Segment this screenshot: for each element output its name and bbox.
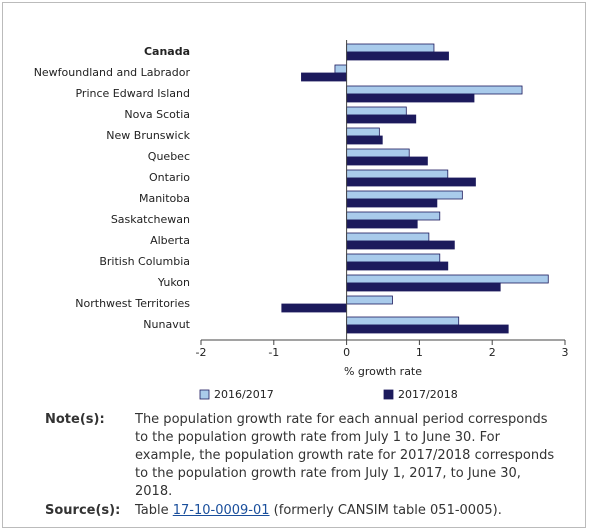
bar	[346, 240, 455, 250]
category-label: Saskatchewan	[111, 213, 190, 226]
chart: % growth rate Canada Newfoundland and Lab…	[34, 40, 569, 401]
category-label: Yukon	[157, 276, 190, 289]
bar	[346, 127, 380, 137]
bar	[346, 190, 463, 200]
bar	[346, 85, 523, 95]
legend-label: 2017/2018	[398, 388, 458, 401]
bar	[346, 253, 441, 263]
x-axis-title: % growth rate	[344, 365, 422, 378]
category-label: Prince Edward Island	[75, 87, 190, 100]
bar	[346, 148, 410, 158]
frame	[2, 2, 586, 528]
bar	[346, 106, 407, 116]
source-text: Table 17-10-0009-01 (formerly CANSIM tab…	[135, 502, 555, 520]
bar	[346, 274, 549, 284]
source-suffix: (formerly CANSIM table 051-0005).	[269, 503, 502, 518]
category-label: British Columbia	[99, 255, 190, 268]
category-label: Newfoundland and Labrador	[34, 66, 191, 79]
bar	[346, 211, 441, 221]
source-label: Source(s):	[45, 503, 121, 518]
x-tick-label: 2	[489, 346, 496, 359]
source-prefix: Table	[135, 503, 173, 518]
bar	[346, 282, 501, 292]
bar	[346, 316, 460, 326]
bar	[301, 72, 347, 82]
legend-label: 2016/2017	[214, 388, 274, 401]
category-label: Northwest Territories	[75, 297, 190, 310]
x-tick-label: 0	[343, 346, 350, 359]
bar	[346, 51, 449, 61]
category-label: Nunavut	[143, 318, 190, 331]
bar	[346, 43, 435, 53]
bar	[346, 232, 430, 242]
category-label: Ontario	[149, 171, 190, 184]
category-label: New Brunswick	[106, 129, 190, 142]
bar	[346, 324, 509, 334]
legend-swatch	[383, 389, 394, 400]
bar	[346, 261, 449, 271]
x-tick-label: -1	[268, 346, 279, 359]
notes-text: The population growth rate for each annu…	[135, 412, 555, 499]
bar	[346, 219, 418, 229]
notes-label: Note(s):	[45, 412, 105, 427]
x-tick-label: -2	[196, 346, 207, 359]
source: Source(s): Table 17-10-0009-01 (formerly…	[0, 502, 592, 522]
bar	[346, 114, 417, 124]
bar	[346, 198, 438, 208]
category-label: Canada	[144, 45, 190, 58]
bar	[346, 169, 449, 179]
category-label: Manitoba	[139, 192, 190, 205]
bar	[346, 156, 428, 166]
category-label: Alberta	[150, 234, 190, 247]
x-tick-label: 1	[416, 346, 423, 359]
x-tick-label: 3	[562, 346, 569, 359]
legend-swatch	[199, 389, 210, 400]
source-link[interactable]: 17-10-0009-01	[172, 503, 270, 518]
bar	[346, 295, 393, 305]
bar	[346, 177, 476, 187]
bar	[334, 64, 347, 74]
bar	[346, 135, 383, 145]
category-label: Quebec	[148, 150, 190, 163]
bar	[346, 93, 475, 103]
bar	[281, 303, 348, 313]
notes: Note(s): The population growth rate for …	[0, 411, 592, 501]
category-label: Nova Scotia	[124, 108, 190, 121]
